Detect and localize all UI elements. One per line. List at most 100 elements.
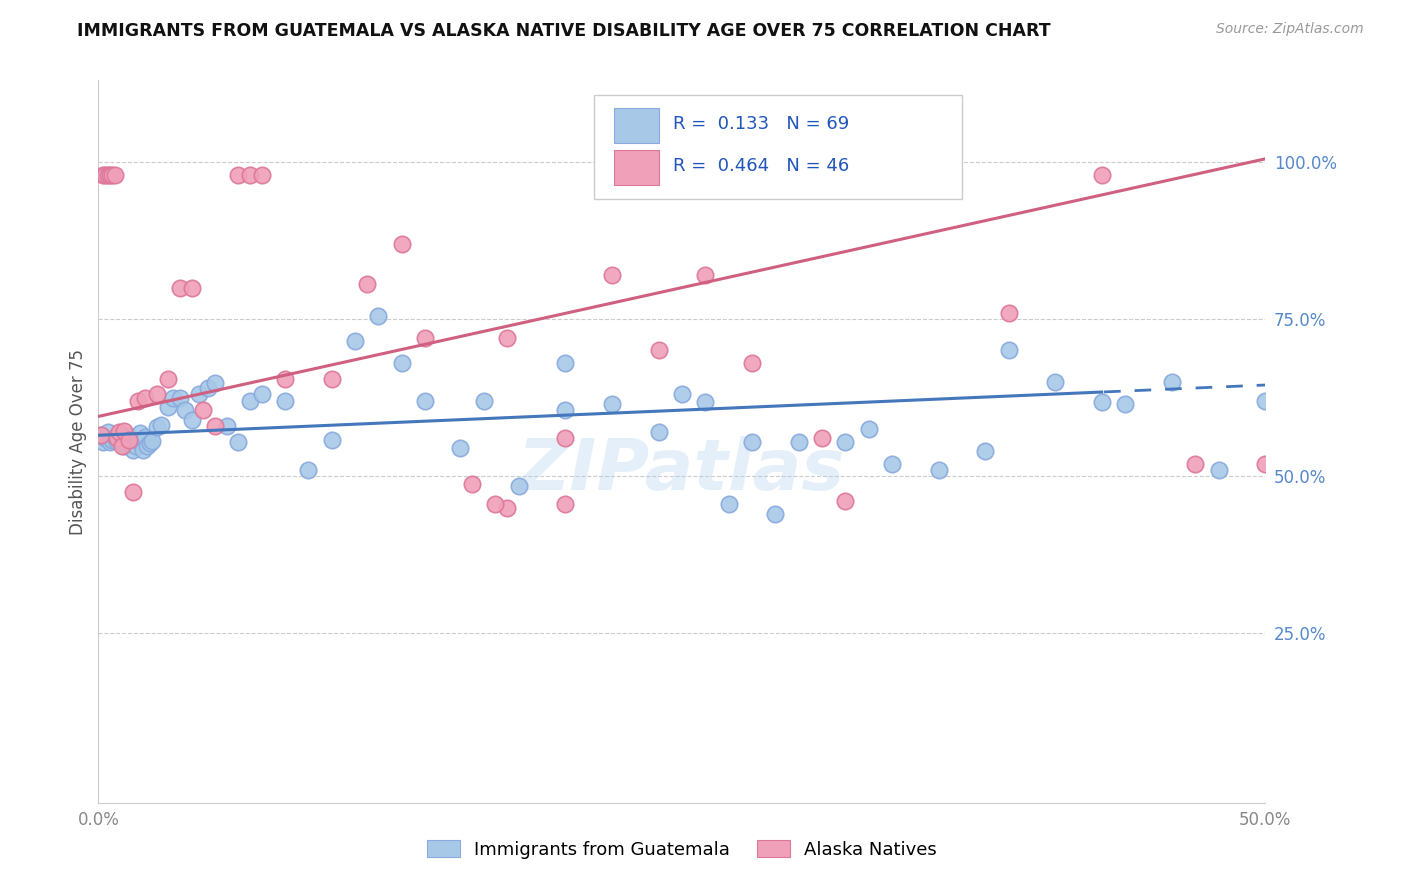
Y-axis label: Disability Age Over 75: Disability Age Over 75 xyxy=(69,349,87,534)
Point xyxy=(125,439,148,453)
Point xyxy=(104,168,127,182)
Point xyxy=(228,434,250,449)
Point xyxy=(127,393,149,408)
Point xyxy=(367,309,389,323)
Point xyxy=(187,387,209,401)
Point xyxy=(150,417,173,432)
Point xyxy=(141,434,163,448)
Point xyxy=(204,418,226,433)
Point xyxy=(834,434,856,449)
Point xyxy=(484,497,506,511)
Point xyxy=(94,168,117,182)
Point xyxy=(321,372,343,386)
Point xyxy=(695,268,717,282)
Point xyxy=(391,356,413,370)
Point xyxy=(94,431,117,445)
Point xyxy=(391,236,413,251)
Point xyxy=(508,478,530,492)
Point xyxy=(554,431,576,445)
Point xyxy=(157,372,180,386)
Point xyxy=(197,381,219,395)
Point xyxy=(554,403,576,417)
Point xyxy=(858,422,880,436)
Point xyxy=(115,433,138,447)
Point xyxy=(122,442,145,457)
Point xyxy=(763,507,786,521)
Point xyxy=(97,425,120,439)
Point xyxy=(1161,375,1184,389)
Point xyxy=(1091,395,1114,409)
Point xyxy=(146,387,169,401)
Point xyxy=(647,343,669,358)
Point xyxy=(600,397,623,411)
Bar xyxy=(614,109,658,143)
FancyBboxPatch shape xyxy=(595,95,962,200)
Text: R =  0.464   N = 46: R = 0.464 N = 46 xyxy=(672,156,849,175)
Point xyxy=(274,393,297,408)
Point xyxy=(90,428,112,442)
Point xyxy=(118,429,141,443)
Point xyxy=(554,497,576,511)
Point xyxy=(717,497,740,511)
Point xyxy=(413,393,436,408)
Point xyxy=(554,356,576,370)
Point xyxy=(132,442,155,457)
Text: Source: ZipAtlas.com: Source: ZipAtlas.com xyxy=(1216,22,1364,37)
Text: IMMIGRANTS FROM GUATEMALA VS ALASKA NATIVE DISABILITY AGE OVER 75 CORRELATION CH: IMMIGRANTS FROM GUATEMALA VS ALASKA NATI… xyxy=(77,22,1050,40)
Point xyxy=(101,168,124,182)
Point xyxy=(974,444,997,458)
Point xyxy=(321,433,343,447)
Point xyxy=(741,356,763,370)
Point xyxy=(139,436,162,450)
Point xyxy=(695,395,717,409)
Point xyxy=(496,500,519,515)
Point xyxy=(105,431,128,445)
Point xyxy=(169,391,191,405)
Point xyxy=(118,433,141,447)
Point xyxy=(1045,375,1067,389)
Text: ZIPatlas: ZIPatlas xyxy=(519,436,845,505)
Point xyxy=(811,431,834,445)
Point xyxy=(90,428,112,442)
Point xyxy=(228,168,250,182)
Point xyxy=(239,393,262,408)
Point xyxy=(671,387,693,401)
Point xyxy=(1254,393,1277,408)
Point xyxy=(111,436,134,450)
Point xyxy=(136,439,159,453)
Point xyxy=(122,484,145,499)
Point xyxy=(472,393,495,408)
Point xyxy=(193,403,215,417)
Point xyxy=(741,434,763,449)
Point xyxy=(169,280,191,294)
Point xyxy=(111,439,134,453)
Point xyxy=(787,434,810,449)
Point xyxy=(101,433,124,447)
Point xyxy=(461,476,484,491)
Point xyxy=(356,277,378,292)
Point xyxy=(413,331,436,345)
Point xyxy=(344,334,367,348)
Point xyxy=(173,403,195,417)
Text: R =  0.133   N = 69: R = 0.133 N = 69 xyxy=(672,115,849,133)
Bar xyxy=(614,151,658,185)
Point xyxy=(297,463,319,477)
Point xyxy=(112,424,135,438)
Point xyxy=(129,426,152,441)
Point xyxy=(1184,457,1206,471)
Point xyxy=(146,420,169,434)
Point xyxy=(180,412,202,426)
Point xyxy=(880,457,903,471)
Point xyxy=(997,306,1019,320)
Point xyxy=(449,441,471,455)
Point xyxy=(104,430,127,444)
Point xyxy=(127,434,149,448)
Point xyxy=(157,400,180,414)
Point xyxy=(91,434,114,449)
Point xyxy=(928,463,950,477)
Point xyxy=(1091,168,1114,182)
Point xyxy=(180,280,202,294)
Point xyxy=(112,439,135,453)
Point xyxy=(834,494,856,508)
Point xyxy=(91,168,114,182)
